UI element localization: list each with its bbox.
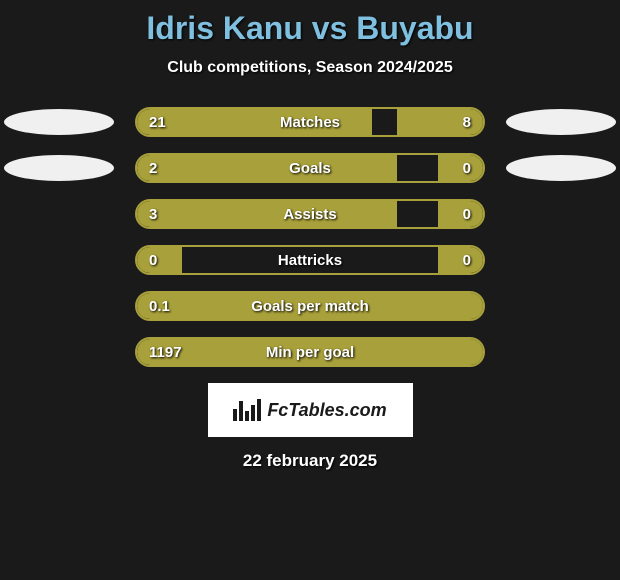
- stat-row: 00Hattricks: [0, 245, 620, 275]
- stat-label: Goals: [137, 155, 483, 181]
- date-label: 22 february 2025: [0, 451, 620, 471]
- comparison-infographic: Idris Kanu vs Buyabu Club competitions, …: [0, 0, 620, 471]
- source-logo-text: FcTables.com: [267, 400, 386, 421]
- stat-label: Goals per match: [137, 293, 483, 319]
- stat-label: Matches: [137, 109, 483, 135]
- stat-bar-track: 20Goals: [135, 153, 485, 183]
- stat-row: 30Assists: [0, 199, 620, 229]
- stat-bar-track: 1197Min per goal: [135, 337, 485, 367]
- stat-row: 1197Min per goal: [0, 337, 620, 367]
- stat-label: Hattricks: [137, 247, 483, 273]
- stat-row: 218Matches: [0, 107, 620, 137]
- source-logo: FcTables.com: [208, 383, 413, 437]
- club-logo-left: [4, 155, 114, 181]
- page-title: Idris Kanu vs Buyabu: [0, 10, 620, 47]
- club-logo-right: [506, 155, 616, 181]
- stat-bar-track: 30Assists: [135, 199, 485, 229]
- source-logo-icon: [233, 399, 261, 421]
- subtitle: Club competitions, Season 2024/2025: [0, 59, 620, 77]
- club-logo-right: [506, 109, 616, 135]
- stat-row: 20Goals: [0, 153, 620, 183]
- stat-label: Assists: [137, 201, 483, 227]
- stat-rows: 218Matches 20Goals 30Assists 00Hattricks 0.1…: [0, 107, 620, 367]
- stat-bar-track: 00Hattricks: [135, 245, 485, 275]
- club-logo-left: [4, 109, 114, 135]
- stat-label: Min per goal: [137, 339, 483, 365]
- stat-bar-track: 218Matches: [135, 107, 485, 137]
- stat-bar-track: 0.1Goals per match: [135, 291, 485, 321]
- stat-row: 0.1Goals per match: [0, 291, 620, 321]
